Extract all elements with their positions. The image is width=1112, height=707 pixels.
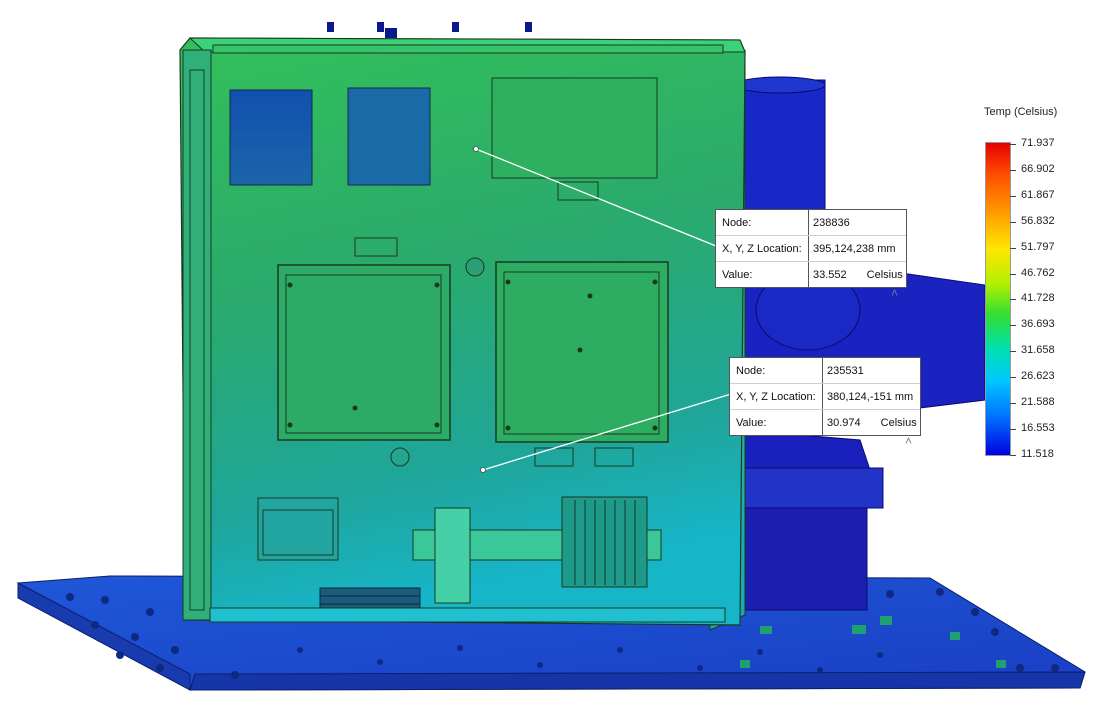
- location-value: 380,124,-151 mm: [827, 390, 914, 403]
- legend-tick-label: 66.902: [1021, 162, 1055, 175]
- legend-tick-label: 41.728: [1021, 292, 1055, 305]
- legend-tick-label: 11.518: [1021, 447, 1054, 460]
- legend-tick-mark: [1010, 273, 1016, 275]
- legend-tick-label: 36.693: [1021, 318, 1055, 331]
- legend-tick-mark: [1010, 454, 1016, 456]
- probe-value-row: Value: 33.552 Celsius: [716, 262, 906, 287]
- legend-tick-label: 16.553: [1021, 421, 1055, 434]
- unit-label: Celsius: [866, 268, 903, 281]
- probe-node-row: Node: 235531: [730, 358, 920, 384]
- value-label: Value:: [730, 410, 823, 435]
- probe-leaders: [473, 146, 732, 473]
- node-label: Node:: [716, 210, 809, 235]
- legend-tick-mark: [1010, 247, 1016, 249]
- node-value: 235531: [827, 364, 864, 377]
- location-label: X, Y, Z Location:: [730, 384, 823, 409]
- legend-tick-mark: [1010, 144, 1016, 145]
- legend-tick-mark: [1010, 377, 1016, 379]
- probe-result-box-2[interactable]: Node: 235531 X, Y, Z Location: 380,124,-…: [729, 357, 921, 436]
- legend-tick-mark: [1010, 169, 1016, 171]
- legend-tick-label: 71.937: [1021, 137, 1055, 149]
- legend-tick-label: 31.658: [1021, 344, 1055, 357]
- rear-blue-housing: [729, 76, 986, 611]
- legend-tick-label: 21.588: [1021, 396, 1055, 408]
- legend-tick-label: 26.623: [1021, 370, 1055, 383]
- location-label: X, Y, Z Location:: [716, 236, 809, 261]
- legend-tick-label: 46.762: [1021, 266, 1055, 279]
- chevron-up-icon[interactable]: ˄: [905, 434, 913, 448]
- legend-tick-mark: [1010, 195, 1016, 197]
- enclosure-main-panel: [179, 22, 746, 626]
- temperature-value: 33.552: [813, 268, 847, 281]
- legend-tick-label: 51.797: [1021, 240, 1055, 253]
- probe-node-row: Node: 238836: [716, 210, 906, 236]
- temperature-value: 30.974: [827, 416, 861, 429]
- probe-location-row: X, Y, Z Location: 380,124,-151 mm: [730, 384, 920, 410]
- legend-tick-label: 56.832: [1021, 214, 1055, 227]
- node-value: 238836: [813, 216, 850, 229]
- probe-result-box-1[interactable]: Node: 238836 X, Y, Z Location: 395,124,2…: [715, 209, 907, 288]
- node-label: Node:: [730, 358, 823, 383]
- color-scale-bar: [985, 142, 1011, 456]
- legend-tick-mark: [1010, 299, 1016, 301]
- legend-title: Temp (Celsius): [984, 106, 1058, 118]
- legend-tick-mark: [1010, 221, 1016, 223]
- location-value: 395,124,238 mm: [813, 242, 896, 255]
- unit-label: Celsius: [880, 416, 917, 429]
- legend-tick-mark: [1010, 351, 1016, 353]
- legend-tick-label: 61.867: [1021, 188, 1055, 201]
- legend-tick-mark: [1010, 325, 1016, 327]
- probe-value-row: Value: 30.974 Celsius: [730, 410, 920, 435]
- probe-location-row: X, Y, Z Location: 395,124,238 mm: [716, 236, 906, 262]
- legend-tick-mark: [1010, 403, 1016, 404]
- legend-tick-mark: [1010, 428, 1016, 430]
- value-label: Value:: [716, 262, 809, 287]
- chevron-up-icon[interactable]: ˄: [891, 286, 899, 300]
